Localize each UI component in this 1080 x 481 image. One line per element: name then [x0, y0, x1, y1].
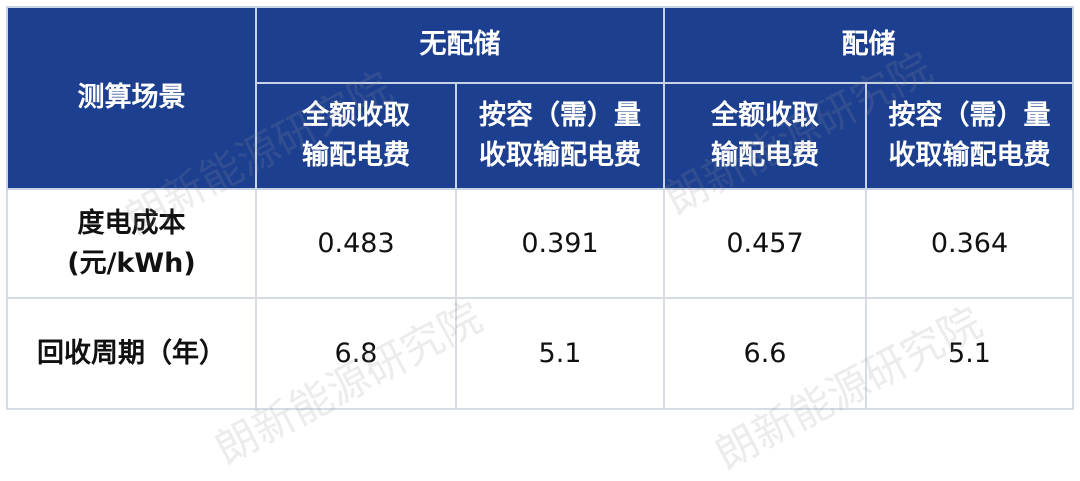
subheader: 按容（需）量 收取输配电费	[865, 82, 1074, 190]
row-header: 度电成本 (元/kWh)	[6, 188, 257, 299]
cell: 0.483	[255, 188, 457, 299]
cell: 0.391	[455, 188, 665, 299]
group-header-storage: 配储	[663, 6, 1074, 84]
cell: 5.1	[865, 297, 1074, 410]
comparison-table: 测算场景 无配储 配储 全额收取 输配电费 按容（需）量 收取输配电费 全额收取 输配…	[6, 6, 1074, 410]
cell: 6.8	[255, 297, 457, 410]
subheader: 全额收取 输配电费	[255, 82, 457, 190]
cell: 0.457	[663, 188, 867, 299]
subheader: 全额收取 输配电费	[663, 82, 867, 190]
cell: 0.364	[865, 188, 1074, 299]
table-row: 度电成本 (元/kWh) 0.483 0.391 0.457 0.364	[6, 188, 1074, 299]
row-header: 回收周期（年）	[6, 297, 257, 410]
group-header-no-storage: 无配储	[255, 6, 665, 84]
corner-header: 测算场景	[6, 6, 257, 190]
subheader: 按容（需）量 收取输配电费	[455, 82, 665, 190]
cell: 6.6	[663, 297, 867, 410]
cell: 5.1	[455, 297, 665, 410]
table-row: 回收周期（年） 6.8 5.1 6.6 5.1	[6, 297, 1074, 410]
